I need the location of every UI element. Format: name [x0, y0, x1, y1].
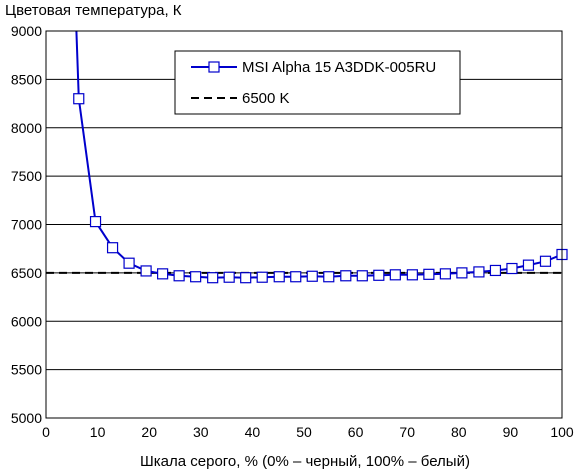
y-tick-labels: 5000 5500 6000 6500 7000 7500 8000 8500 9000: [11, 23, 42, 426]
x-tick-label: 50: [296, 424, 312, 440]
x-tick-label: 20: [141, 424, 157, 440]
data-point: [106, 242, 119, 254]
x-tick-label: 90: [503, 424, 519, 440]
y-tick-label: 9000: [11, 23, 42, 39]
data-point: [456, 267, 468, 279]
data-point: [340, 270, 352, 282]
data-point: [423, 268, 435, 280]
data-point: [290, 271, 302, 283]
data-point: [489, 264, 502, 277]
x-tick-label: 70: [399, 424, 415, 440]
x-tick-label: 100: [550, 424, 574, 440]
y-tick-label: 8000: [11, 120, 42, 136]
data-point: [306, 270, 318, 282]
legend-reference-label: 6500 K: [242, 90, 290, 107]
x-tick-label: 0: [42, 424, 50, 440]
y-tick-label: 5000: [11, 410, 42, 426]
data-point: [190, 271, 202, 283]
data-point: [123, 257, 135, 269]
y-axis-title: Цветовая температура, К: [5, 2, 182, 19]
data-point: [256, 271, 268, 283]
series-layer: [73, 30, 568, 284]
x-tick-label: 60: [348, 424, 364, 440]
y-tick-label: 7500: [11, 168, 42, 184]
legend-box: [174, 50, 461, 115]
data-point: [539, 255, 552, 267]
legend: MSI Alpha 15 A3DDK-005RU 6500 K: [174, 50, 461, 115]
y-tick-label: 6000: [11, 313, 42, 329]
legend-series-marker: [208, 61, 220, 73]
data-point: [73, 93, 85, 105]
data-point: [240, 272, 252, 284]
data-point: [140, 265, 152, 277]
data-point: [439, 268, 451, 280]
x-tick-label: 80: [451, 424, 467, 440]
x-axis-title: Шкала серого, % (0% – черный, 100% – бел…: [140, 453, 470, 469]
data-point: [207, 272, 219, 284]
data-point: [389, 269, 401, 281]
data-point: [522, 259, 535, 271]
data-point: [157, 268, 169, 280]
x-tick-label: 40: [245, 424, 261, 440]
plot-frame: [45, 30, 563, 419]
data-point: [373, 269, 385, 281]
y-tick-label: 6500: [11, 265, 42, 281]
y-tick-label: 7000: [11, 217, 42, 233]
data-point: [173, 270, 185, 282]
data-point: [473, 266, 485, 278]
data-point: [506, 262, 518, 275]
data-point: [223, 271, 235, 283]
data-point: [89, 215, 102, 228]
x-tick-labels: 0 10 20 30 40 50 60 70 80 90 100: [42, 424, 574, 440]
data-point: [273, 271, 285, 283]
y-tick-label: 5500: [11, 362, 42, 378]
y-tick-label: 8500: [11, 71, 42, 87]
x-tick-label: 30: [193, 424, 209, 440]
legend-series-label: MSI Alpha 15 A3DDK-005RU: [242, 59, 436, 76]
data-point: [406, 269, 418, 281]
x-tick-label: 10: [90, 424, 106, 440]
data-point: [323, 271, 335, 283]
data-point: [356, 270, 368, 282]
